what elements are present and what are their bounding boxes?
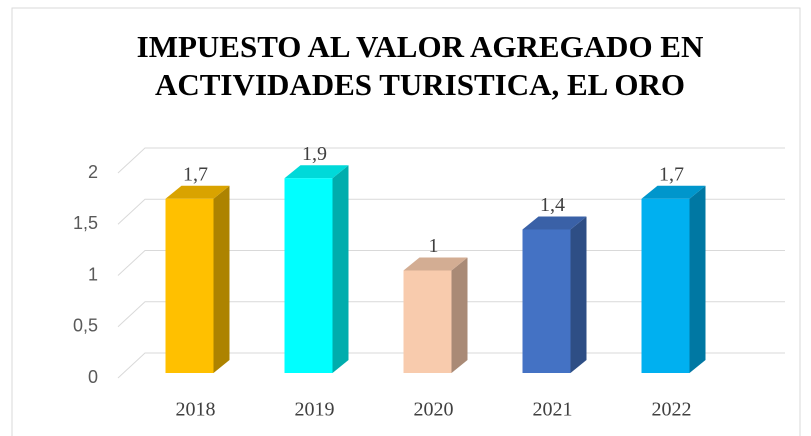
bar	[522, 216, 587, 373]
bar-top	[641, 185, 706, 199]
bar-front	[641, 198, 690, 373]
x-tick-label: 2018	[176, 399, 216, 421]
bar	[403, 257, 468, 373]
bar-side	[332, 165, 349, 373]
y-tick-label: 0	[88, 367, 98, 387]
bar-side	[689, 185, 706, 373]
value-label: 1,9	[302, 143, 327, 165]
bar	[641, 185, 706, 373]
value-label: 1,7	[183, 163, 208, 185]
value-label: 1,7	[659, 163, 684, 185]
y-tick-label: 2	[88, 162, 98, 182]
bar-front	[522, 229, 571, 373]
grid-line	[117, 147, 785, 174]
bar-front	[284, 178, 333, 373]
x-tick-label: 2019	[295, 399, 335, 421]
bar-side	[213, 185, 230, 373]
bar-side	[451, 257, 468, 373]
x-tick-label: 2021	[533, 399, 573, 421]
bar-front	[403, 270, 452, 373]
bar-top	[522, 216, 587, 230]
bar	[165, 185, 230, 373]
bar-side	[570, 216, 587, 373]
bar	[284, 165, 349, 373]
chart-title: IMPUESTO AL VALOR AGREGADO EN ACTIVIDADE…	[136, 29, 704, 102]
bar-top	[403, 257, 468, 271]
y-tick-label: 1,5	[73, 213, 98, 233]
bar-top	[165, 185, 230, 199]
bar-front	[165, 198, 214, 373]
y-tick-label: 0,5	[73, 316, 98, 336]
bar-top	[284, 165, 349, 179]
value-label: 1	[429, 235, 439, 257]
value-label: 1,4	[540, 194, 565, 216]
y-tick-label: 1	[88, 264, 98, 284]
x-tick-label: 2020	[414, 399, 454, 421]
grid-line	[117, 198, 785, 225]
x-tick-label: 2022	[652, 399, 692, 421]
